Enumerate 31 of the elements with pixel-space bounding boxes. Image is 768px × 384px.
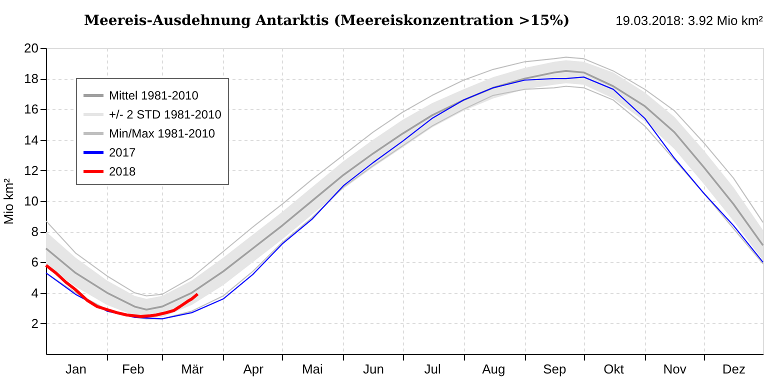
y-tick-label: 10 (24, 194, 38, 208)
legend-label: Min/Max 1981-2010 (109, 126, 216, 140)
legend-label: 2017 (109, 146, 136, 160)
y-tick-label: 4 (31, 285, 38, 300)
y-tick-label: 14 (24, 132, 38, 148)
y-tick-label: 8 (31, 224, 38, 240)
x-tick-label: Jun (363, 362, 384, 376)
text: 19.03.2018: 3.92 Mio km² (616, 13, 764, 28)
line-series (44, 264, 200, 318)
x-tick-label: Dez (722, 362, 746, 376)
annotation: +/- 2 STD 1981-2010 (109, 108, 222, 122)
y-tick-label: 6 (31, 254, 38, 270)
y-tick-label: 12 (24, 162, 38, 178)
y-tick-label: 2 (31, 316, 38, 331)
x-tick-label: Nov (663, 362, 687, 376)
chart-title: Meereis-Ausdehnung Antarktis (Meereiskonzentration >15%) (84, 13, 570, 29)
x-tick-label: Jul (424, 362, 441, 376)
x-tick-label: Jan (66, 362, 87, 376)
x-tick-label: Aug (482, 362, 506, 376)
y-tick-label: 18 (24, 71, 38, 86)
y-tick-label: 20 (24, 40, 38, 56)
y-tick-label: 16 (24, 102, 38, 117)
y-axis-title: Mio km² (1, 178, 16, 225)
legend-label: Mittel 1981-2010 (109, 88, 199, 102)
x-tick-label: Apr (243, 362, 264, 376)
x-tick-label: Feb (122, 362, 144, 376)
x-tick-label: Okt (604, 362, 624, 376)
x-tick-label: Mai (302, 362, 324, 376)
x-tick-label: Mär (181, 362, 204, 376)
x-tick-label: Sep (543, 362, 566, 376)
legend-label: 2018 (109, 164, 136, 178)
